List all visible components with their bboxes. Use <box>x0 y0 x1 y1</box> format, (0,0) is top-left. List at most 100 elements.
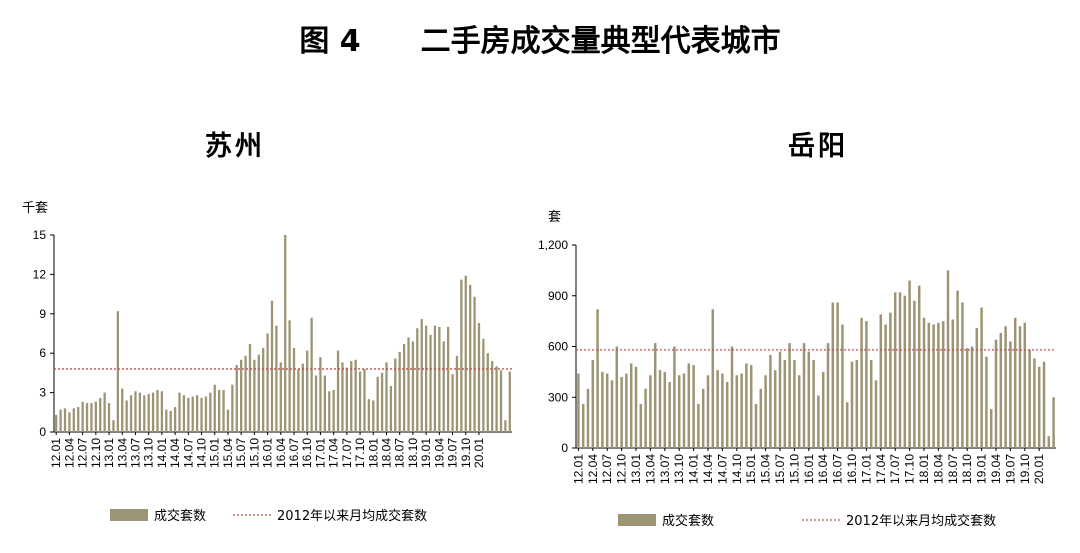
bar <box>941 321 945 448</box>
bar <box>735 375 739 448</box>
bar <box>1013 317 1017 448</box>
x-tick-label: 12.01 <box>49 438 63 468</box>
bar <box>402 344 406 432</box>
x-tick-label: 16.04 <box>274 438 288 468</box>
bar <box>869 360 873 448</box>
bar <box>1004 326 1007 448</box>
bar <box>649 375 652 448</box>
x-tick-label: 19.01 <box>975 454 989 484</box>
bar <box>112 420 115 432</box>
bar <box>889 312 892 448</box>
bar <box>759 388 763 448</box>
bar <box>908 280 911 448</box>
bar <box>284 235 287 432</box>
bar <box>209 392 212 432</box>
x-tick-label: 18.10 <box>406 438 420 468</box>
bar <box>893 292 897 448</box>
bar <box>262 347 265 432</box>
bar <box>783 360 787 448</box>
x-tick-label: 14.04 <box>701 454 715 484</box>
x-tick-label: 19.04 <box>989 454 1003 484</box>
x-tick-label: 17.10 <box>353 438 367 468</box>
bar <box>1042 361 1046 448</box>
bar <box>491 361 494 432</box>
bar <box>376 376 379 432</box>
bar <box>446 326 450 432</box>
x-tick-label: 13.04 <box>643 454 657 484</box>
x-tick-label: 12.07 <box>76 438 90 468</box>
bar <box>975 327 979 448</box>
bar <box>134 391 137 432</box>
bar <box>879 314 883 448</box>
bar <box>673 346 676 448</box>
bar <box>200 397 203 432</box>
bar <box>817 395 820 448</box>
bar <box>985 356 988 448</box>
right-chart-title: 岳阳 <box>788 131 848 162</box>
bar <box>191 396 194 432</box>
bar <box>407 337 410 432</box>
bar <box>596 309 599 448</box>
bar <box>1047 436 1051 448</box>
bar <box>226 409 230 432</box>
bar <box>989 409 993 448</box>
bar <box>629 363 633 448</box>
bar <box>354 359 357 432</box>
bar <box>581 404 585 448</box>
bar <box>793 360 796 448</box>
y-tick-label: 0 <box>39 425 46 439</box>
bar <box>279 362 282 432</box>
bar <box>72 408 75 432</box>
x-tick-label: 17.01 <box>313 438 327 468</box>
bar <box>121 388 124 432</box>
x-tick-label: 17.07 <box>340 438 354 468</box>
x-tick-label: 18.07 <box>393 438 407 468</box>
bar <box>178 392 181 432</box>
bar <box>363 368 366 432</box>
x-tick-label: 19.01 <box>419 438 433 468</box>
bar <box>482 338 485 432</box>
x-tick-label: 20.01 <box>1032 454 1046 484</box>
x-tick-label: 14.01 <box>155 438 169 468</box>
bar <box>138 392 142 432</box>
bar <box>429 334 432 432</box>
x-tick-label: 16.01 <box>261 438 275 468</box>
x-tick-label: 17.04 <box>327 438 341 468</box>
bar <box>980 307 983 448</box>
bar <box>903 295 907 448</box>
bar <box>63 408 67 432</box>
bar <box>350 361 353 432</box>
chart-suzhou: 千套 0 3 6 9 12 15 12.01 12.04 12.07 12.10 13.01 13.04… <box>22 200 512 524</box>
x-tick-label: 13.10 <box>672 454 686 484</box>
x-tick-label: 16.07 <box>287 438 301 468</box>
legend-bar-label: 成交套数 <box>662 513 714 529</box>
x-tick-label: 15.10 <box>247 438 261 468</box>
bar <box>807 351 811 448</box>
bar <box>380 372 384 432</box>
x-tick-label: 17.07 <box>888 454 902 484</box>
legend-bar-swatch <box>110 509 148 521</box>
bar <box>860 317 863 448</box>
bar <box>129 395 133 432</box>
x-tick-label: 16.01 <box>802 454 816 484</box>
x-tick-label: 16.10 <box>300 438 314 468</box>
bar <box>620 376 623 448</box>
bar <box>94 401 97 432</box>
x-tick-label: 18.01 <box>366 438 380 468</box>
bar <box>90 403 93 432</box>
bar <box>692 365 695 448</box>
bar <box>420 319 423 432</box>
x-tick-label: 15.01 <box>744 454 758 484</box>
bar <box>663 371 667 448</box>
bar <box>85 403 89 432</box>
bar <box>970 346 974 448</box>
bar <box>424 325 428 432</box>
y-tick-label: 0 <box>561 441 568 455</box>
x-tick-label: 15.01 <box>208 438 222 468</box>
bar <box>653 343 657 448</box>
bar <box>341 362 344 432</box>
bar <box>1037 366 1041 448</box>
x-tick-label: 16.10 <box>845 454 859 484</box>
bar <box>677 375 681 448</box>
bar <box>740 373 743 448</box>
